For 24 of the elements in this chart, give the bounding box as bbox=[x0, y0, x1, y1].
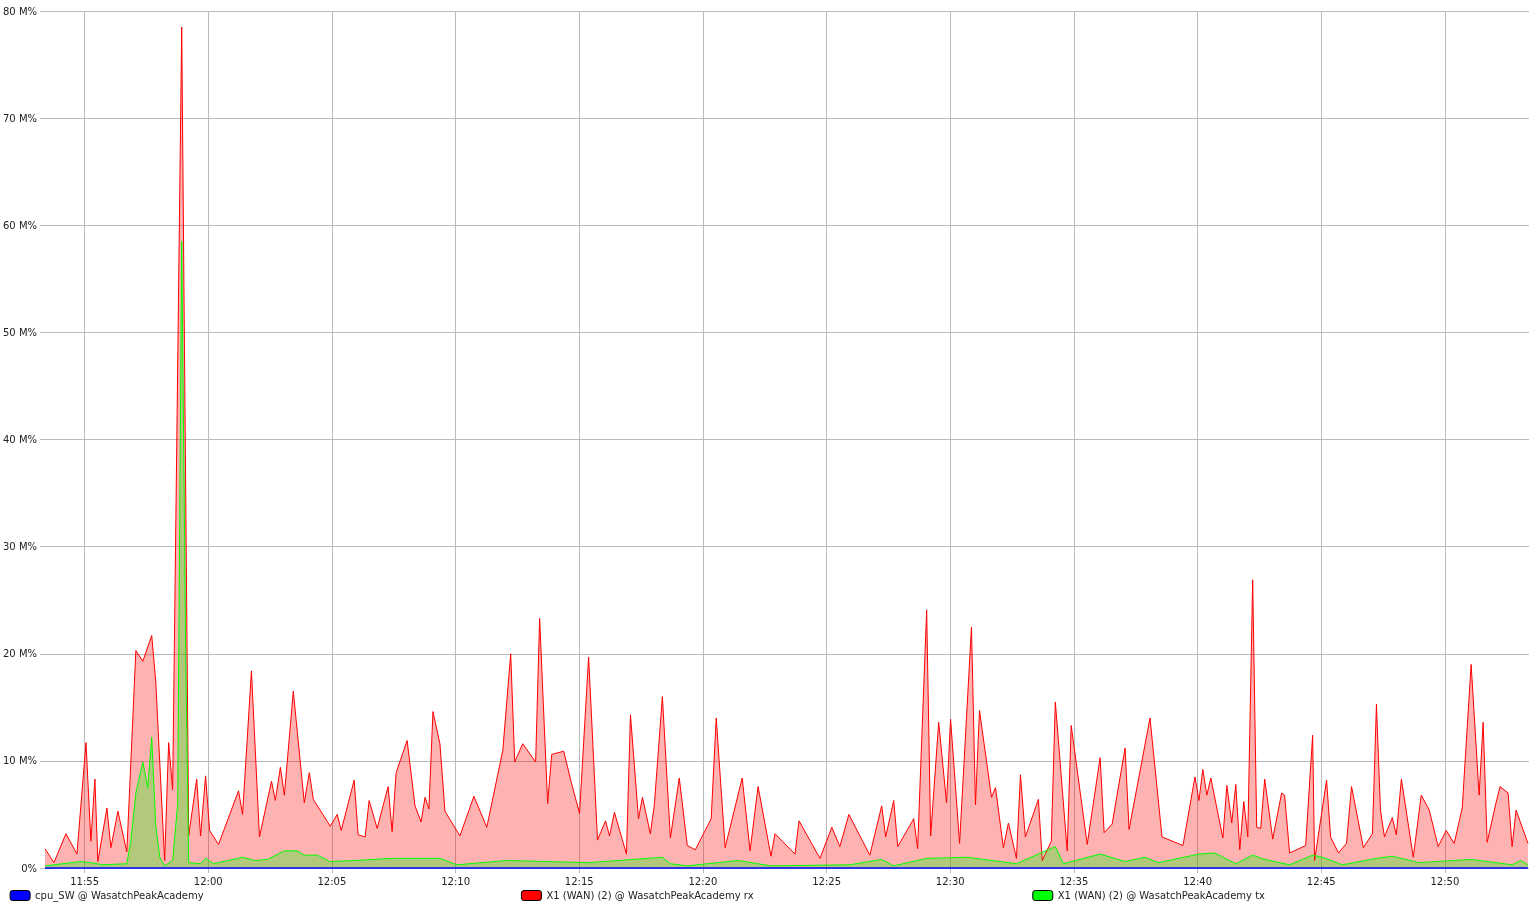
x-tick-label: 12:30 bbox=[935, 875, 965, 887]
y-tick-label: 70 M% bbox=[2, 112, 38, 124]
legend-label: cpu_SW @ WasatchPeakAcademy bbox=[35, 890, 204, 902]
y-tick-label: 10 M% bbox=[2, 755, 38, 767]
x-tick-label: 12:15 bbox=[564, 875, 594, 887]
legend-label: X1 (WAN) (2) @ WasatchPeakAcademy rx bbox=[546, 890, 754, 901]
x-tick-label: 12:20 bbox=[688, 875, 718, 887]
y-tick-label: 40 M% bbox=[2, 434, 38, 445]
x-tick-label: 12:25 bbox=[812, 875, 842, 887]
x-tick-label: 12:35 bbox=[1059, 875, 1089, 887]
y-tick-label: 50 M% bbox=[2, 326, 38, 338]
y-tick-label: 60 M% bbox=[2, 219, 38, 231]
x-tick-label: 12:50 bbox=[1430, 875, 1460, 887]
x-tick-label: 12:10 bbox=[441, 875, 471, 887]
x-tick-label: 12:40 bbox=[1183, 875, 1213, 887]
x-tick-label: 12:45 bbox=[1306, 875, 1336, 887]
legend-label: X1 (WAN) (2) @ WasatchPeakAcademy tx bbox=[1057, 890, 1266, 901]
y-tick-label: 20 M% bbox=[2, 648, 38, 660]
x-tick-label: 12:00 bbox=[193, 875, 223, 887]
y-tick-label: 30 M% bbox=[2, 541, 38, 553]
x-tick-label: 11:55 bbox=[70, 875, 100, 887]
y-tick-label: 80 M% bbox=[2, 5, 38, 17]
x-tick-label: 12:05 bbox=[317, 875, 347, 887]
y-tick-label: 0% bbox=[21, 862, 38, 874]
